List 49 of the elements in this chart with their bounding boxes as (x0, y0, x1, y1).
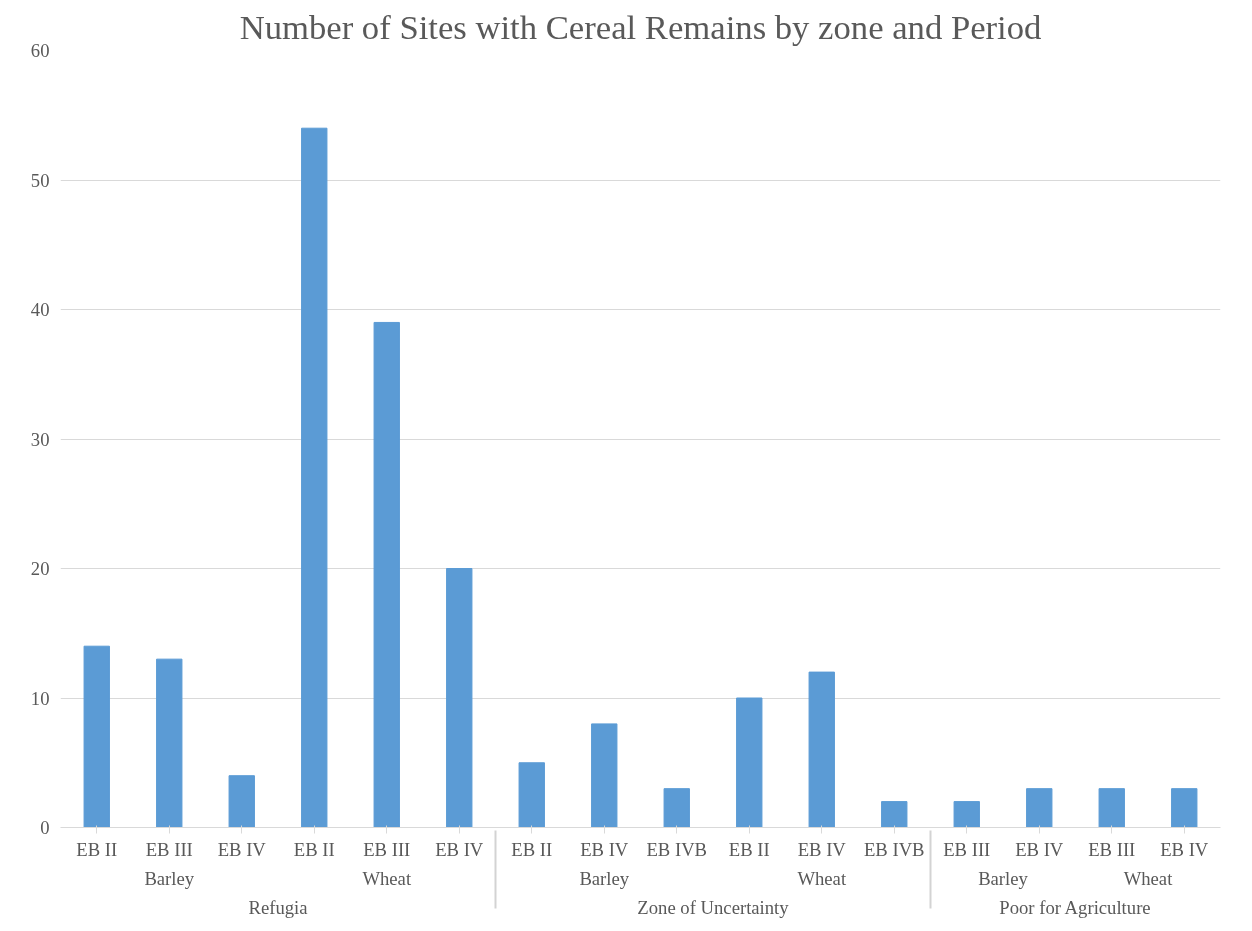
bar (663, 788, 690, 828)
x-tick-label: EB IV (580, 838, 629, 860)
bar (83, 645, 110, 828)
bar (518, 762, 545, 828)
bar (1171, 788, 1198, 828)
x-tick-label: EB IVB (646, 838, 708, 860)
y-tick-label: 40 (30, 299, 50, 320)
y-tick-label: 30 (30, 428, 50, 450)
y-tick-label: 50 (30, 169, 50, 191)
bar (373, 321, 400, 828)
bar (156, 658, 183, 828)
x-tick-label: EB III (363, 838, 411, 860)
bar (1098, 788, 1125, 828)
text: Barley (144, 867, 195, 889)
bar (881, 801, 908, 828)
y-tick-label: 10 (30, 687, 50, 709)
y-tick-label: 60 (30, 40, 50, 61)
x-tick-label: EB III (943, 838, 991, 860)
bar (591, 723, 618, 828)
bar (1026, 788, 1053, 828)
text: Zone of Uncertainty (637, 896, 790, 918)
x-tick-label: EB II (293, 838, 335, 860)
x-tick-label: EB IV (797, 838, 847, 860)
x-tick-label: EB IV (1015, 838, 1064, 860)
x-tick-label: EB III (145, 838, 193, 860)
bar (446, 568, 473, 828)
text: Wheat (797, 867, 847, 889)
x-tick-label: EB IVB (863, 838, 925, 860)
bar (953, 801, 980, 828)
y-tick-label: 20 (30, 558, 50, 579)
bar (808, 671, 835, 828)
x-tick-label: EB IV (1160, 838, 1209, 860)
x-tick-label: EB II (76, 838, 118, 860)
x-tick-label: EB III (1088, 838, 1136, 860)
text: Wheat (1123, 867, 1174, 889)
x-tick-label: EB IV (435, 838, 484, 860)
text: Barley (978, 867, 1029, 889)
x-tick-label: EB II (511, 838, 553, 860)
text: Wheat (362, 867, 412, 889)
bar (736, 697, 763, 828)
bar (228, 775, 255, 828)
x-tick-label: EB II (728, 838, 770, 860)
bar (301, 127, 328, 828)
text: Refugia (248, 896, 309, 918)
text: Barley (579, 867, 630, 889)
chart-title: Number of Sites with Cereal Remains by zone and Period (239, 7, 1042, 46)
y-tick-label: 0 (40, 817, 50, 838)
text: Poor for Agriculture (999, 896, 1151, 918)
x-tick-label: EB IV (217, 838, 267, 860)
